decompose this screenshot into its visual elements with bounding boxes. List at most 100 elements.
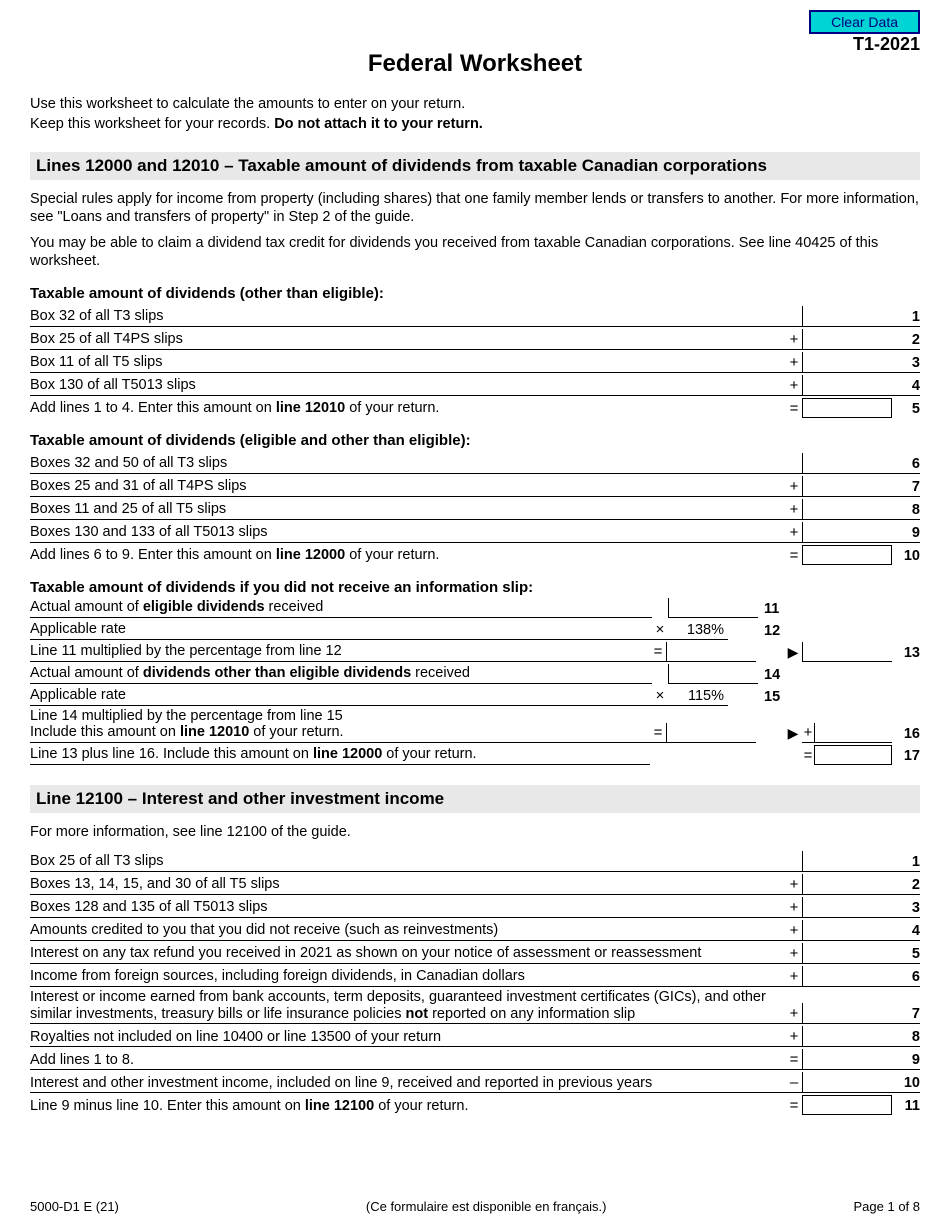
row-label: Boxes 25 and 31 of all T4PS slips [30,478,786,496]
r11a: Actual amount of [30,599,143,615]
row-number: 9 [892,1052,920,1069]
arrow-13: ▶ [784,644,802,662]
r12-pct: 138% [668,622,728,640]
row-number: 10 [892,548,920,565]
arrow-16: ▶ [784,725,802,743]
row-number: 6 [892,969,920,986]
row-op: – [786,1074,802,1092]
row-label: Interest on any tax refund you received … [30,945,786,963]
row-13: Line 11 multiplied by the percentage fro… [30,640,920,662]
line-row: Boxes 130 and 133 of all T5013 slips+9 [30,520,920,543]
row-number: 3 [892,900,920,917]
intro-2a: Keep this worksheet for your records. [30,116,274,132]
amount-field[interactable] [802,476,892,496]
amount-field[interactable] [802,545,892,565]
line-row: Add lines 1 to 4. Enter this amount on l… [30,396,920,418]
row-op: = [786,400,802,418]
amount-field[interactable] [802,966,892,986]
field-16-mid[interactable] [666,723,756,743]
r16a: Line 14 multiplied by the percentage fro… [30,708,650,725]
amount-field[interactable] [802,375,892,395]
amount-field[interactable] [802,1095,892,1115]
clear-data-button[interactable]: Clear Data [809,10,920,34]
amount-field[interactable] [802,1049,892,1069]
r17b: line 12000 [313,746,382,762]
line-row: Boxes 11 and 25 of all T5 slips+8 [30,497,920,520]
line-row: Interest on any tax refund you received … [30,941,920,964]
line-row: Boxes 128 and 135 of all T5013 slips+3 [30,895,920,918]
row-label: Box 11 of all T5 slips [30,354,786,372]
row-number: 10 [892,1075,920,1092]
amount-field[interactable] [802,874,892,894]
r16bc: of your return. [249,724,343,740]
line-row: Interest or income earned from bank acco… [30,987,920,1024]
section1-sub2: Taxable amount of dividends (eligible an… [30,432,920,449]
line-row: Add lines 1 to 8.=9 [30,1047,920,1070]
amount-field[interactable] [802,1026,892,1046]
row-op: + [786,945,802,963]
row-op: + [786,876,802,894]
section1-heading: Lines 12000 and 12010 – Taxable amount o… [30,152,920,180]
row-number: 2 [892,877,920,894]
footer-center: (Ce formulaire est disponible en françai… [366,1199,607,1214]
amount-field[interactable] [802,398,892,418]
amount-field[interactable] [802,306,892,326]
amount-field[interactable] [802,851,892,871]
row-label: Boxes 128 and 135 of all T5013 slips [30,899,786,917]
amount-field[interactable] [802,897,892,917]
field-17[interactable] [814,745,892,765]
row-number: 3 [892,355,920,372]
row-op: + [786,478,802,496]
r12-op: × [652,621,668,640]
row-label: Add lines 6 to 9. Enter this amount on l… [30,547,786,565]
row-op: + [786,354,802,372]
row-op [786,472,802,473]
r17-op: = [802,747,814,765]
section2-heading: Line 12100 – Interest and other investme… [30,785,920,813]
amount-field[interactable] [802,920,892,940]
amount-field[interactable] [802,1072,892,1092]
row-number: 1 [892,854,920,871]
field-13-mid[interactable] [666,642,756,662]
row-label: Royalties not included on line 10400 or … [30,1029,786,1047]
line-row: Boxes 25 and 31 of all T4PS slips+7 [30,474,920,497]
amount-field[interactable] [802,1003,892,1023]
r17c: of your return. [382,746,476,762]
num-13: 13 [892,645,920,662]
row-op: = [786,1097,802,1115]
line-row: Add lines 6 to 9. Enter this amount on l… [30,543,920,565]
num-16: 16 [892,726,920,743]
amount-field[interactable] [802,329,892,349]
field-16[interactable] [814,723,892,743]
section1-sub3: Taxable amount of dividends if you did n… [30,579,920,596]
r14a: Actual amount of [30,665,143,681]
row-op: + [786,899,802,917]
amount-field[interactable] [802,352,892,372]
row-label: Line 9 minus line 10. Enter this amount … [30,1098,786,1116]
amount-field[interactable] [802,453,892,473]
page-footer: 5000-D1 E (21) (Ce formulaire est dispon… [30,1199,920,1214]
field-11[interactable] [668,598,758,618]
amount-field[interactable] [802,522,892,542]
footer-left: 5000-D1 E (21) [30,1199,119,1214]
row-label: Boxes 32 and 50 of all T3 slips [30,455,786,473]
row-number: 11 [892,1098,920,1115]
section1-para2: You may be able to claim a dividend tax … [30,234,920,270]
r15-label: Applicable rate [30,687,652,706]
section1-para1: Special rules apply for income from prop… [30,190,920,226]
line-row: Box 25 of all T4PS slips+2 [30,327,920,350]
row-number: 4 [892,923,920,940]
line-row: Boxes 13, 14, 15, and 30 of all T5 slips… [30,872,920,895]
intro-line-1: Use this worksheet to calculate the amou… [30,96,920,112]
row-label: Add lines 1 to 8. [30,1052,786,1070]
field-14[interactable] [668,664,758,684]
row-op: = [786,547,802,565]
line-row: Box 11 of all T5 slips+3 [30,350,920,373]
field-13[interactable] [802,642,892,662]
amount-field[interactable] [802,499,892,519]
r11c: received [265,599,324,615]
row-op: + [786,331,802,349]
amount-field[interactable] [802,943,892,963]
section2-para1: For more information, see line 12100 of … [30,823,920,841]
row-label: Boxes 130 and 133 of all T5013 slips [30,524,786,542]
